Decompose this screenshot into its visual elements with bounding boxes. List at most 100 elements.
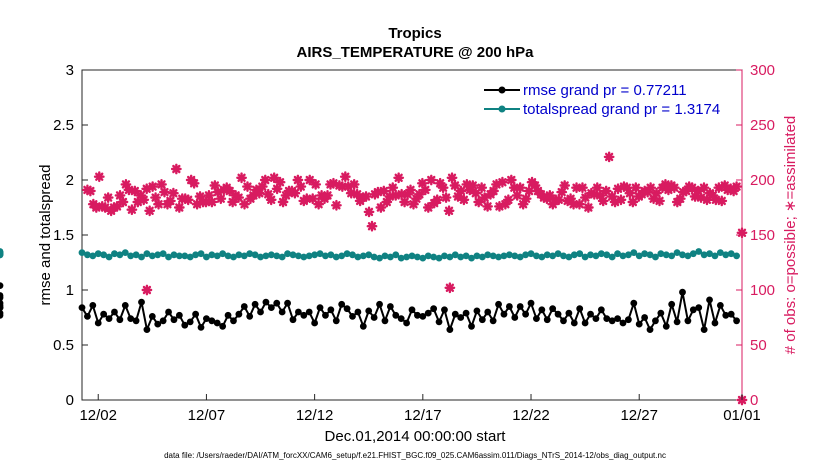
rmse-point bbox=[451, 310, 459, 318]
obs-assimilated-point bbox=[615, 194, 627, 206]
rmse-point bbox=[365, 307, 373, 315]
totalspread-point bbox=[154, 251, 162, 259]
obs-assimilated-point bbox=[117, 196, 129, 208]
rmse-point bbox=[0, 294, 4, 302]
obs-assimilated-point bbox=[239, 198, 250, 210]
rmse-point bbox=[316, 304, 324, 311]
totalspread-point bbox=[181, 252, 189, 260]
obs-assimilated-point bbox=[559, 180, 571, 191]
totalspread-point bbox=[338, 252, 346, 260]
totalspread-point bbox=[652, 253, 659, 261]
legend-spread-label: totalspread grand pr = 1.3174 bbox=[523, 101, 720, 118]
totalspread-point bbox=[457, 253, 465, 261]
obs-assimilated-point bbox=[505, 174, 517, 186]
obs-assimilated-point bbox=[242, 181, 253, 193]
rmse-point bbox=[78, 304, 86, 311]
totalspread-point bbox=[262, 252, 270, 260]
totalspread-point bbox=[511, 252, 519, 260]
totalspread-point bbox=[716, 249, 724, 256]
rmse-point bbox=[0, 302, 4, 309]
obs-assimilated-point bbox=[520, 193, 532, 205]
rmse-point bbox=[505, 303, 513, 310]
rmse-point bbox=[511, 314, 519, 321]
obs-assimilated-point bbox=[322, 189, 333, 201]
rmse-point bbox=[727, 310, 735, 318]
rmse-point bbox=[354, 308, 362, 316]
rmse-point bbox=[478, 316, 486, 324]
obs-assimilated-point bbox=[265, 194, 277, 206]
totalspread-point bbox=[143, 250, 151, 258]
y-right-tick-label: 300 bbox=[750, 62, 775, 79]
y-left-tick-label: 2 bbox=[66, 172, 74, 189]
totalspread-point bbox=[424, 252, 432, 260]
rmse-point bbox=[267, 304, 275, 311]
y-right-tick-label: 50 bbox=[750, 337, 767, 354]
obs-assimilated-point bbox=[399, 196, 410, 208]
obs-outlier-point bbox=[141, 284, 153, 296]
totalspread-point bbox=[165, 253, 172, 261]
obs-assimilated-point bbox=[437, 182, 449, 194]
totalspread-point bbox=[581, 253, 589, 261]
totalspread-point bbox=[235, 251, 243, 259]
rmse-point bbox=[284, 299, 291, 307]
totalspread-point bbox=[403, 253, 410, 261]
obs-assimilated-point bbox=[159, 186, 170, 198]
totalspread-point bbox=[668, 252, 676, 260]
rmse-point bbox=[711, 319, 719, 327]
obs-assimilated-point bbox=[147, 181, 159, 193]
totalspread-point bbox=[500, 252, 508, 260]
totalspread-point bbox=[695, 248, 703, 255]
totalspread-point bbox=[462, 252, 470, 260]
totalspread-point bbox=[186, 253, 194, 261]
obs-assimilated-point bbox=[731, 181, 742, 193]
obs-assimilated-point bbox=[476, 182, 488, 194]
totalspread-point bbox=[495, 253, 502, 261]
rmse-point bbox=[597, 306, 605, 314]
totalspread-point bbox=[635, 252, 643, 260]
totalspread-point bbox=[116, 251, 124, 259]
rmse-point bbox=[89, 302, 97, 309]
rmse-point bbox=[722, 311, 730, 319]
totalspread-point bbox=[646, 251, 654, 259]
chart-title: Tropics bbox=[388, 25, 441, 42]
obs-assimilated-point bbox=[479, 192, 491, 204]
totalspread-point bbox=[727, 250, 735, 258]
totalspread-point bbox=[127, 252, 135, 260]
rmse-point bbox=[338, 300, 346, 308]
rmse-point bbox=[403, 319, 410, 327]
totalspread-point bbox=[641, 250, 649, 258]
totalspread-point bbox=[533, 252, 540, 260]
rmse-point bbox=[278, 308, 286, 316]
totalspread-point bbox=[370, 253, 378, 261]
obs-assimilated-point bbox=[360, 191, 372, 202]
totalspread-point bbox=[240, 252, 248, 260]
obs-assimilated-point bbox=[603, 151, 615, 163]
obs-assimilated-point bbox=[381, 196, 393, 208]
y-right-tick-label: 100 bbox=[750, 282, 775, 299]
totalspread-point bbox=[414, 253, 421, 261]
obs-assimilated-point bbox=[627, 196, 639, 208]
totalspread-point bbox=[549, 252, 557, 260]
obs-assimilated-point bbox=[502, 194, 514, 206]
rmse-point bbox=[652, 317, 659, 325]
y-left-tick-label: 1 bbox=[66, 282, 74, 299]
rmse-point bbox=[397, 315, 405, 322]
totalspread-point bbox=[343, 250, 351, 258]
rmse-point bbox=[695, 304, 703, 311]
obs-assimilated-point bbox=[102, 192, 114, 204]
rmse-point bbox=[322, 311, 329, 319]
totalspread-point bbox=[316, 250, 324, 258]
rmse-point bbox=[289, 316, 297, 324]
totalspread-point bbox=[322, 252, 329, 260]
obs-assimilated-point bbox=[156, 178, 167, 190]
rmse-point bbox=[662, 322, 670, 330]
totalspread-point bbox=[419, 254, 427, 262]
rmse-point bbox=[716, 302, 724, 309]
rmse-point bbox=[294, 308, 302, 316]
rmse-point bbox=[527, 299, 535, 307]
totalspread-point bbox=[468, 254, 475, 262]
rmse-point bbox=[359, 322, 367, 330]
rmse-point bbox=[576, 305, 584, 313]
obs-assimilated-point bbox=[716, 195, 728, 207]
x-tick-label: 12/07 bbox=[188, 407, 226, 424]
